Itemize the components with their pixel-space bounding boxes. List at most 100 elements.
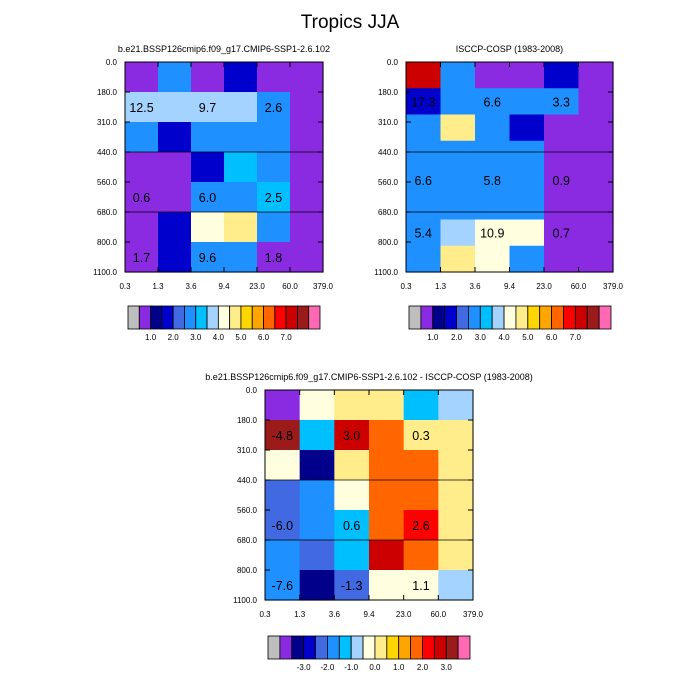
y-tick-label: 800.0 (378, 238, 399, 247)
panel-difference: b.e21.BSSP126cmip6.f09_g17.CMIP6-SSP1-2.… (205, 372, 533, 672)
y-tick-label: 560.0 (237, 506, 258, 515)
colorbar-label: -1.0 (344, 663, 358, 672)
colorbar-box (350, 635, 364, 660)
heatmap-cell (290, 212, 324, 243)
colorbar-box (315, 635, 328, 660)
cell-annotation: 6.6 (484, 95, 501, 109)
heatmap-cell (544, 219, 580, 247)
cell-annotation: 9.7 (199, 101, 216, 115)
x-tick-label: 23.0 (536, 282, 552, 291)
heatmap-cell (544, 245, 580, 273)
heatmap-cell (257, 182, 291, 213)
panel-title: ISCCP-COSP (1983-2008) (456, 44, 563, 54)
heatmap-cell (265, 420, 301, 451)
x-tick-label: 379.0 (603, 282, 624, 291)
heatmap-cell (191, 182, 225, 213)
heatmap-cell (369, 390, 405, 421)
colorbar-label: 2.0 (168, 333, 180, 342)
heatmap-cell (224, 182, 258, 213)
colorbar-box (229, 305, 242, 330)
y-tick-label: 680.0 (378, 208, 399, 217)
heatmap-cell (290, 92, 324, 123)
heatmap-cell (265, 450, 301, 481)
panel-observation: ISCCP-COSP (1983-2008) 0.0 180.0 310.0 440.0… (374, 44, 623, 342)
heatmap-cell (440, 114, 476, 142)
heatmap-cell (158, 242, 192, 273)
cell-annotation: 6.6 (415, 174, 432, 188)
heatmap-cell (544, 62, 580, 89)
cell-annotation: 6.0 (199, 191, 216, 205)
colorbar-box (172, 305, 185, 330)
x-tick-label: 60.0 (571, 282, 587, 291)
cell-annotation: 1.7 (133, 251, 150, 265)
heatmap-cell (125, 242, 159, 273)
heatmap-cell (544, 167, 580, 194)
heatmap-cell (224, 92, 258, 123)
cell-annotation: 3.3 (553, 95, 570, 109)
colorbar-box (161, 305, 174, 330)
heatmap-cell (578, 88, 614, 116)
heatmap-cell (406, 219, 442, 247)
colorbar-box (563, 305, 576, 330)
heatmap-cell (299, 390, 335, 421)
colorbar-box (308, 305, 321, 330)
colorbar-label: 1.0 (427, 333, 439, 342)
figure-title: Tropics JJA (301, 12, 400, 33)
cell-annotation: -7.6 (272, 579, 294, 593)
heatmap-cell (475, 140, 511, 168)
heatmap-cell (440, 88, 476, 116)
heatmap-cell (125, 212, 159, 243)
colorbar-box (291, 635, 305, 660)
heatmap-cell (158, 212, 192, 243)
colorbar-box (586, 305, 600, 330)
colorbar-box (138, 305, 151, 330)
heatmap-cell (544, 193, 580, 221)
colorbar-box (433, 635, 447, 660)
heatmap-cell (158, 122, 192, 153)
heatmap-cell (265, 510, 301, 541)
cell-annotation: 17.3 (411, 95, 435, 109)
heatmap-cell (440, 140, 476, 168)
x-tick-label: 0.3 (259, 610, 271, 619)
y-tick-label: 1100.0 (233, 596, 257, 605)
heatmap-cell (403, 390, 439, 421)
cell-annotation: 1.8 (265, 251, 282, 265)
heatmap-cell (438, 450, 474, 481)
cell-annotation: 5.4 (415, 227, 432, 241)
x-tick-label: 60.0 (282, 282, 298, 291)
y-tick-label: 560.0 (378, 178, 399, 187)
x-tick-label: 60.0 (431, 610, 447, 619)
x-tick-label: 1.3 (152, 282, 164, 291)
heatmap-cell (406, 114, 442, 142)
cell-annotation: -1.3 (341, 579, 363, 593)
heatmap-cell (290, 122, 324, 153)
heatmap-cell (475, 167, 511, 194)
colorbar-box (503, 305, 517, 330)
heatmap-cell (191, 242, 225, 273)
heatmap-cell (369, 420, 405, 451)
heatmap-cell (257, 92, 291, 123)
heatmap-cell (509, 62, 545, 89)
y-tick-label: 440.0 (237, 476, 258, 485)
cell-annotation: 2.5 (265, 191, 282, 205)
heatmap-cell (191, 152, 225, 183)
colorbar-box (263, 305, 276, 330)
x-tick-label: 9.4 (218, 282, 230, 291)
colorbar-box (445, 635, 459, 660)
colorbar-box (491, 305, 505, 330)
heatmap-cell (191, 92, 225, 123)
heatmap-cell (406, 140, 442, 168)
heatmap-cell (265, 570, 301, 601)
colorbar-box (303, 635, 316, 660)
heatmap-cell (299, 570, 335, 601)
heatmap-cell (475, 193, 511, 221)
colorbar-label: 1.0 (393, 663, 405, 672)
cell-annotation: 0.7 (553, 227, 570, 241)
heatmap-cell (257, 242, 291, 273)
colorbar-label: 3.0 (190, 333, 202, 342)
heatmap-cell (438, 420, 474, 451)
colorbar-box (398, 635, 411, 660)
x-tick-label: 379.0 (313, 282, 334, 291)
colorbar-box (206, 305, 219, 330)
